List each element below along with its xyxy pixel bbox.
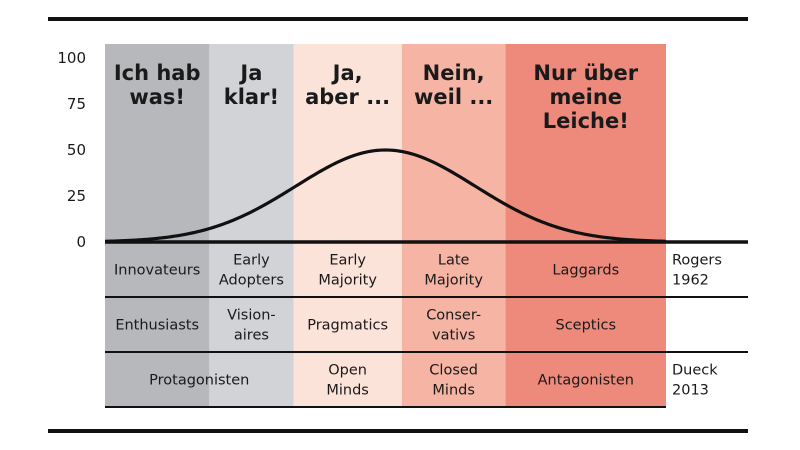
table-cell: Majority [424,273,483,289]
table-cell: Laggards [552,263,619,279]
table-cell: Minds [432,383,475,399]
table-cell: Conser- [426,308,481,324]
y-tick-label: 100 [57,49,86,67]
y-tick-label: 50 [67,141,86,159]
segment-heading-early: Ja [238,61,262,85]
segment-heading-early: klar! [224,85,279,109]
table-cell: Sceptics [556,318,617,334]
table-cell: Early [329,253,366,269]
table-cell: Minds [326,383,369,399]
segment-heading-lma: weil ... [414,85,493,109]
segment-band-lma [401,44,506,407]
table-cell: aires [234,328,269,344]
source-label: Rogers [672,253,722,269]
segment-heading-lag: Nur über [533,61,638,85]
table-cell: Innovateurs [114,263,200,279]
table-cell: Late [438,253,470,269]
segment-band-lag [505,44,666,407]
table-cell: Majority [318,273,377,289]
adoption-curve [104,148,667,243]
source-label: 2013 [672,383,709,399]
source-label: Dueck [672,363,718,379]
segment-band-ema [293,44,402,407]
segment-heading-innov: was! [129,85,185,109]
table-cell: Protagonisten [149,373,249,389]
segment-heading-lma: Nein, [423,61,485,85]
y-tick-label: 75 [67,95,86,113]
table-cell: Enthusiasts [115,318,199,334]
segment-heading-ema: Ja, [331,61,363,85]
table-cell: Early [233,253,270,269]
table-cell: vativs [432,328,475,344]
segment-heading-innov: Ich hab [114,61,201,85]
source-label: 1962 [672,273,709,289]
segment-heading-lag: Leiche! [543,109,629,133]
table-cell: Pragmatics [307,318,388,334]
table-cell: Adopters [219,273,284,289]
table-cell: Closed [429,363,478,379]
table-cell: Open [328,363,367,379]
segment-heading-lag: meine [550,85,623,109]
table-cell: Vision- [227,308,276,324]
segment-band-innov [105,44,210,407]
y-tick-label: 0 [76,233,86,251]
table-cell: Antagonisten [538,373,634,389]
y-tick-label: 25 [67,187,86,205]
segment-heading-ema: aber ... [305,85,390,109]
